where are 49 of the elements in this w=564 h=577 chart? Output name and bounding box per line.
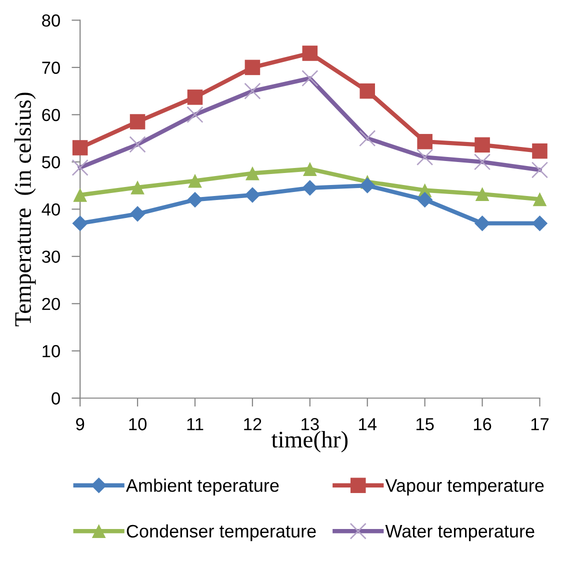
x-tick-label: 12 <box>244 418 262 430</box>
point <box>360 178 376 194</box>
x-axis-title: time(hr) <box>271 430 348 452</box>
point <box>244 187 260 203</box>
y-tick-label: 20 <box>42 298 60 310</box>
point <box>532 143 548 159</box>
point <box>187 192 203 208</box>
point <box>187 90 203 105</box>
x-tick-label: 17 <box>531 418 549 430</box>
point <box>72 215 88 232</box>
point <box>475 187 490 201</box>
point <box>130 180 144 194</box>
point <box>188 174 202 188</box>
point <box>360 83 376 99</box>
point <box>532 215 548 232</box>
point <box>474 137 490 153</box>
x-tick-label: 9 <box>76 418 84 430</box>
x-tick-label: 10 <box>129 418 147 430</box>
x-tick-label: 15 <box>416 418 434 430</box>
x-tick-label: 11 <box>187 418 204 430</box>
point <box>246 166 260 180</box>
y-tick-label: 10 <box>42 345 60 358</box>
y-tick-label: 60 <box>42 108 60 122</box>
point <box>244 60 260 76</box>
point <box>72 140 88 156</box>
point <box>474 215 490 232</box>
x-tick-label: 14 <box>359 418 377 430</box>
point <box>302 46 318 61</box>
y-tick-label: 80 <box>42 14 60 27</box>
point <box>532 192 547 206</box>
point <box>417 134 432 150</box>
x-tick-label: 13 <box>302 418 319 430</box>
legend-label: Condenser temperature <box>126 524 316 542</box>
legend-label: Water temperature <box>385 525 534 542</box>
y-tick-label: 30 <box>42 250 60 263</box>
x-tick-label: 16 <box>474 418 492 430</box>
point <box>302 162 317 176</box>
legend-label: Ambient teperature <box>126 478 279 496</box>
y-axis-title: Temperature (in celsius) <box>14 92 36 326</box>
point <box>302 180 318 196</box>
y-tick-label: 40 <box>42 203 60 216</box>
y-tick-label: 0 <box>52 392 60 405</box>
y-tick-label: 70 <box>42 62 60 74</box>
legend-label: Vapour temperature <box>385 479 544 496</box>
point <box>130 206 146 222</box>
y-tick-label: 50 <box>42 156 60 168</box>
point <box>416 192 433 208</box>
point <box>73 188 88 202</box>
point <box>130 114 146 130</box>
